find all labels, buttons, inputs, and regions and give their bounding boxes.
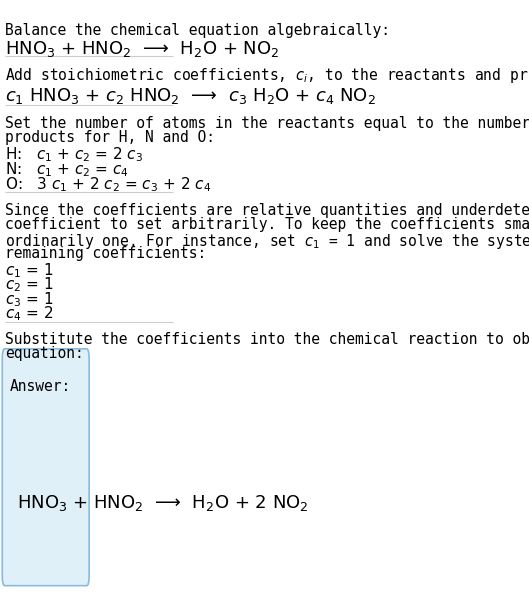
Text: H:   $c_1$ + $c_2$ = 2 $c_3$: H: $c_1$ + $c_2$ = 2 $c_3$ — [5, 145, 143, 164]
Text: Set the number of atoms in the reactants equal to the number of atoms in the: Set the number of atoms in the reactants… — [5, 115, 529, 131]
Text: Add stoichiometric coefficients, $c_i$, to the reactants and products:: Add stoichiometric coefficients, $c_i$, … — [5, 66, 529, 85]
Text: $c_2$ = 1: $c_2$ = 1 — [5, 276, 53, 294]
Text: HNO$_3$ + HNO$_2$  ⟶  H$_2$O + 2 NO$_2$: HNO$_3$ + HNO$_2$ ⟶ H$_2$O + 2 NO$_2$ — [17, 493, 309, 513]
Text: Substitute the coefficients into the chemical reaction to obtain the balanced: Substitute the coefficients into the che… — [5, 332, 529, 347]
Text: O:   3 $c_1$ + 2 $c_2$ = $c_3$ + 2 $c_4$: O: 3 $c_1$ + 2 $c_2$ = $c_3$ + 2 $c_4$ — [5, 175, 211, 194]
Text: Balance the chemical equation algebraically:: Balance the chemical equation algebraica… — [5, 22, 390, 38]
Text: Since the coefficients are relative quantities and underdetermined, choose a: Since the coefficients are relative quan… — [5, 203, 529, 217]
Text: ordinarily one. For instance, set $c_1$ = 1 and solve the system of equations fo: ordinarily one. For instance, set $c_1$ … — [5, 232, 529, 251]
Text: N:   $c_1$ + $c_2$ = $c_4$: N: $c_1$ + $c_2$ = $c_4$ — [5, 160, 129, 179]
Text: $c_3$ = 1: $c_3$ = 1 — [5, 290, 53, 309]
FancyBboxPatch shape — [2, 349, 89, 586]
Text: $c_4$ = 2: $c_4$ = 2 — [5, 305, 53, 324]
Text: equation:: equation: — [5, 347, 84, 361]
Text: products for H, N and O:: products for H, N and O: — [5, 130, 215, 145]
Text: HNO$_3$ + HNO$_2$  ⟶  H$_2$O + NO$_2$: HNO$_3$ + HNO$_2$ ⟶ H$_2$O + NO$_2$ — [5, 39, 279, 59]
Text: remaining coefficients:: remaining coefficients: — [5, 246, 206, 261]
Text: coefficient to set arbitrarily. To keep the coefficients small, the arbitrary va: coefficient to set arbitrarily. To keep … — [5, 217, 529, 232]
Text: Answer:: Answer: — [10, 379, 70, 394]
Text: $c_1$ = 1: $c_1$ = 1 — [5, 261, 53, 280]
Text: $c_1$ HNO$_3$ + $c_2$ HNO$_2$  ⟶  $c_3$ H$_2$O + $c_4$ NO$_2$: $c_1$ HNO$_3$ + $c_2$ HNO$_2$ ⟶ $c_3$ H$… — [5, 86, 376, 106]
